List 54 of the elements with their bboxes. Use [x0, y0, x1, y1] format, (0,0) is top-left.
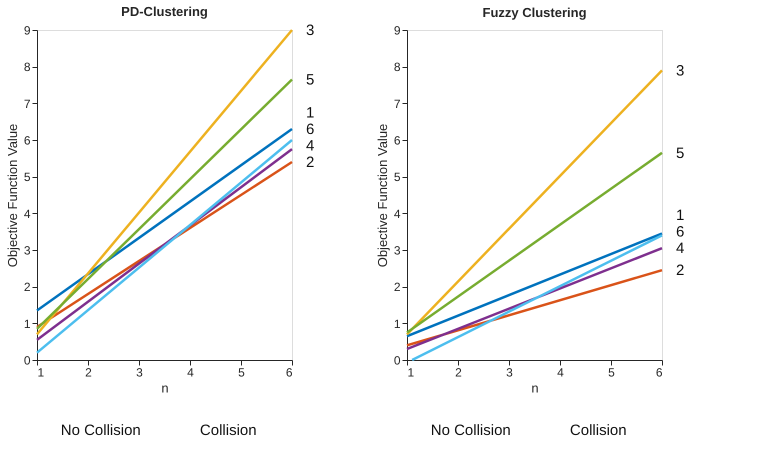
series-label: 4 [676, 240, 684, 258]
x-tick-label: 6 [286, 366, 293, 380]
series-label: 5 [676, 144, 684, 162]
y-tick-label: 5 [394, 170, 401, 184]
y-tick-label: 1 [394, 316, 401, 331]
y-tick-label: 0 [394, 354, 401, 368]
series-label: 1 [676, 207, 684, 224]
x-tick-label: 4 [187, 366, 194, 380]
y-tick-label: 8 [24, 60, 31, 74]
y-tick-label: 4 [394, 206, 401, 221]
y-tick-label: 0 [24, 354, 31, 368]
series-label: 3 [306, 22, 314, 39]
series-label: 6 [306, 121, 314, 138]
y-tick-label: 6 [24, 134, 31, 148]
y-tick-label: 1 [24, 316, 31, 331]
chart-title: Fuzzy Clustering [482, 5, 587, 20]
y-tick-label: 2 [24, 280, 31, 294]
x-tick-label: 5 [608, 366, 616, 380]
series-label: 6 [676, 224, 684, 241]
x-axis-title: n [531, 380, 539, 396]
series-label: 4 [306, 138, 314, 154]
x-tick-label: 2 [85, 366, 92, 380]
x-tick-label: 1 [408, 366, 414, 380]
y-tick-label: 7 [24, 96, 31, 111]
x-tick-label: 3 [136, 366, 144, 380]
x-tick-label: 1 [38, 366, 44, 380]
text: No Collision [430, 422, 511, 439]
x-tick-label: 6 [656, 366, 663, 380]
y-tick-label: 9 [24, 24, 31, 38]
text: No Collision [60, 422, 141, 439]
y-tick-label: 7 [394, 96, 401, 111]
y-tick-label: 4 [24, 206, 31, 221]
text: Collision [570, 422, 627, 439]
y-axis-title: Objective Function Value [374, 124, 390, 268]
chart-title: PD-Clustering [121, 4, 208, 19]
x-axis-title: n [161, 380, 169, 396]
y-tick-label: 6 [394, 134, 401, 148]
series-label: 5 [306, 72, 314, 88]
x-tick-label: 4 [557, 366, 564, 380]
series-label: 3 [676, 62, 684, 80]
y-tick-label: 3 [24, 244, 31, 258]
series-label: 2 [676, 262, 684, 280]
text: Collision [200, 422, 257, 439]
y-tick-label: 5 [24, 170, 31, 184]
x-tick-label: 2 [455, 366, 462, 380]
y-axis-title: Objective Function Value [4, 124, 20, 268]
x-tick-label: 3 [506, 366, 514, 380]
y-tick-label: 8 [394, 60, 401, 74]
y-tick-label: 2 [394, 280, 401, 294]
series-label: 2 [306, 154, 314, 171]
series-label: 1 [306, 104, 314, 122]
y-tick-label: 3 [394, 244, 401, 258]
y-tick-label: 9 [394, 24, 401, 38]
x-tick-label: 5 [238, 366, 246, 380]
